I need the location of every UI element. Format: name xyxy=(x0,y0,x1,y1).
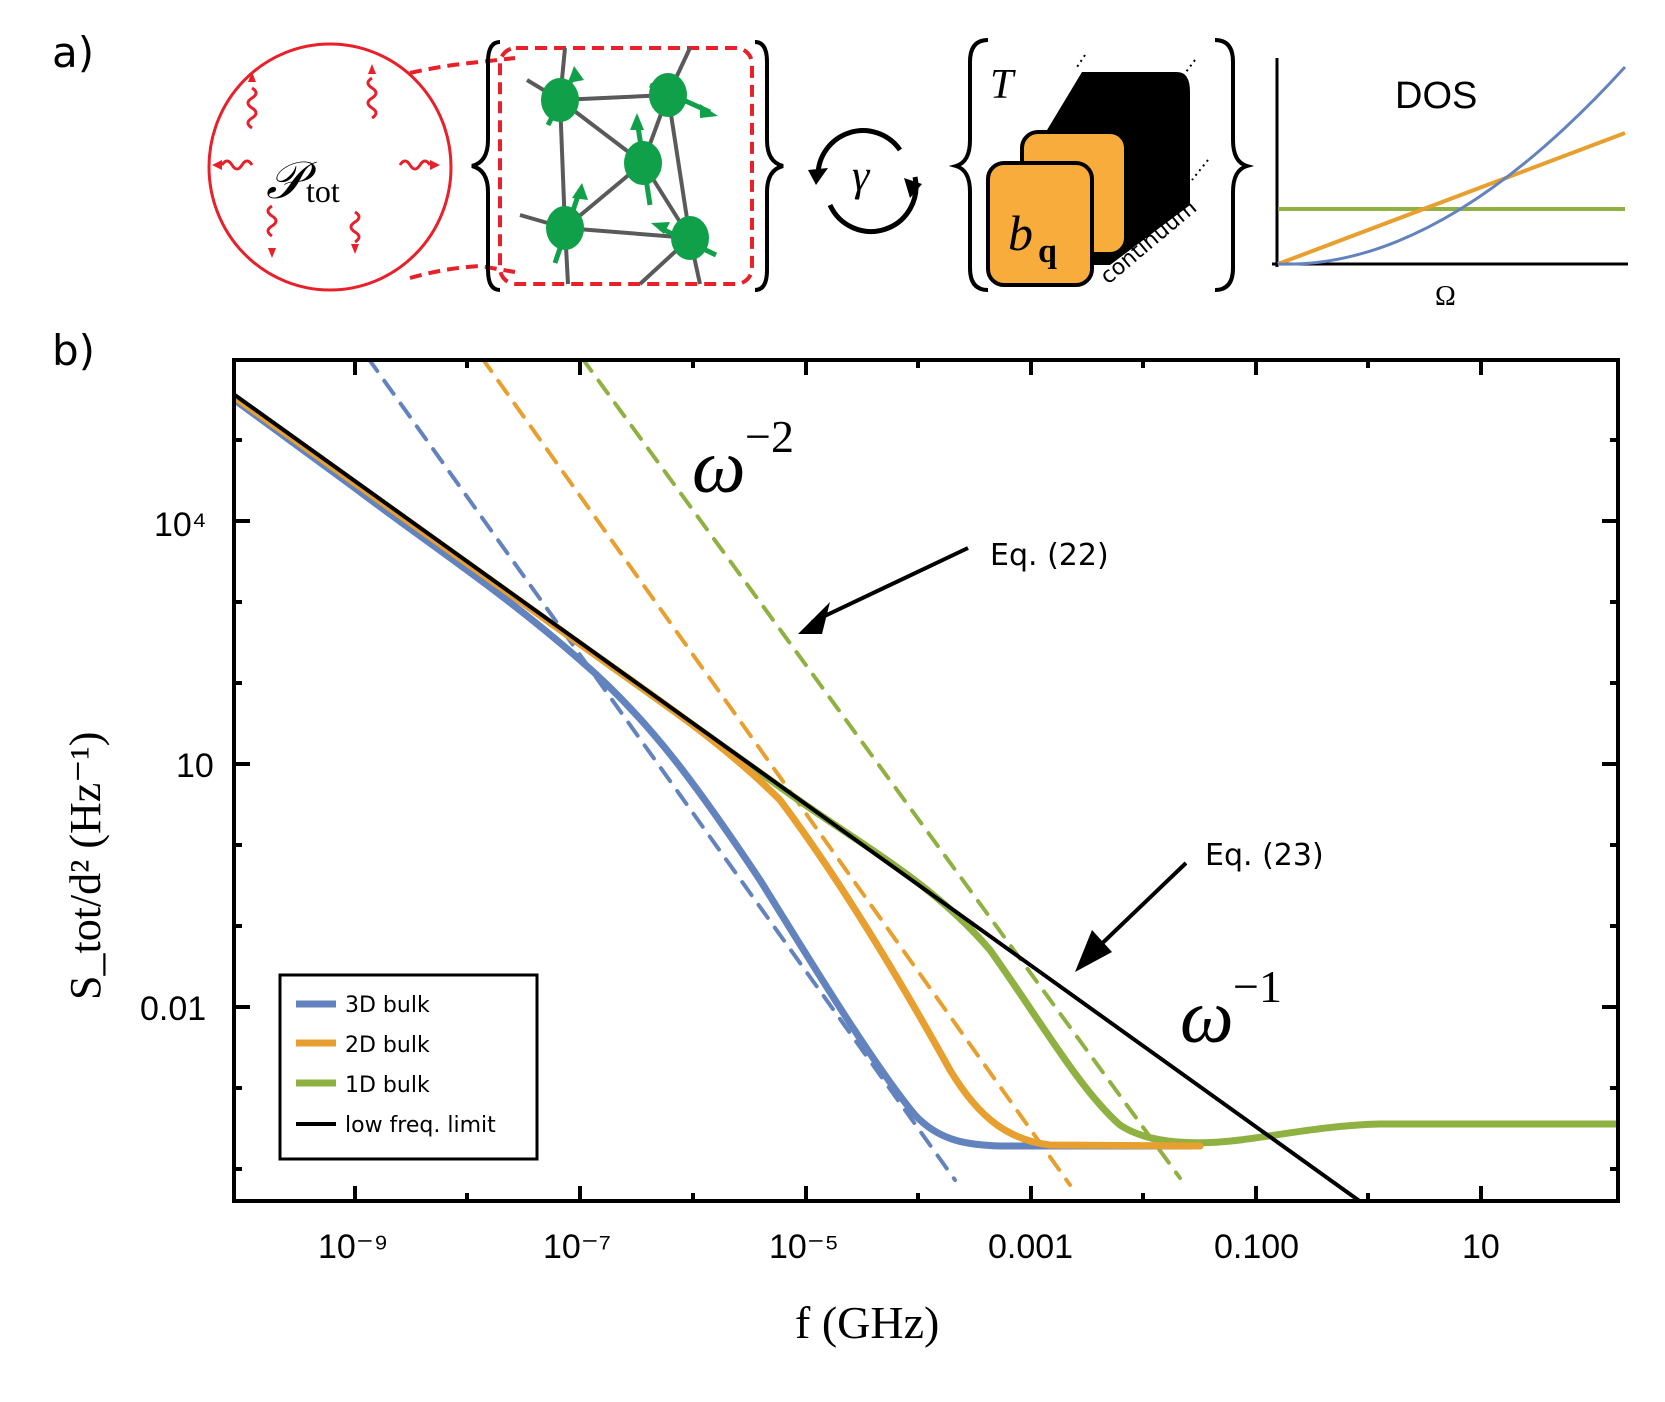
legend-item-low-freq-limit: low freq. limit xyxy=(345,1113,496,1138)
y-tick-label: 10 xyxy=(176,747,214,785)
x-ticks xyxy=(353,360,1483,1201)
dos-3d-curve xyxy=(1277,65,1627,266)
plot-frame xyxy=(232,358,1620,1203)
x-tick-label: 0.001 xyxy=(988,1228,1073,1266)
panel-a-label: a) xyxy=(52,28,95,77)
eq22-1d-dashed xyxy=(580,360,1182,1180)
legend-item-2d: 2D bulk xyxy=(345,1033,430,1058)
spin-lattice xyxy=(471,40,784,292)
dos-omega-label: Ω xyxy=(1435,281,1456,312)
bath-modes xyxy=(948,38,1255,292)
svg-text:−2: −2 xyxy=(745,411,794,462)
mode-b-symbol: b xyxy=(1008,205,1033,261)
dos-2d-curve xyxy=(1277,131,1626,266)
arrow-icon xyxy=(798,546,1188,972)
coupling-cycle-icon xyxy=(815,128,919,234)
x-axis-label: f (GHz) xyxy=(795,1297,939,1348)
mode-q-subscript: q xyxy=(1038,233,1057,270)
gamma-symbol: γ xyxy=(852,151,871,200)
x-tick-label: 10⁻⁹ xyxy=(318,1228,388,1266)
spin-icon xyxy=(541,66,718,264)
series-3d-bulk xyxy=(234,395,1204,1150)
y-tick-label: 0.01 xyxy=(140,990,206,1028)
svg-text:ω: ω xyxy=(1180,975,1234,1059)
svg-text:ω: ω xyxy=(692,425,746,509)
dos-title: DOS xyxy=(1395,75,1477,117)
series-low-freq-limit xyxy=(234,391,1363,1201)
y-axis-label: S_tot/d² (Hz⁻¹) xyxy=(61,732,110,1000)
system-circle xyxy=(207,42,516,292)
x-tick-label: 10⁻⁵ xyxy=(769,1228,839,1266)
eq23-label: Eq. (23) xyxy=(1205,838,1324,873)
omega-minus-2-annotation: ω −2 xyxy=(692,411,794,509)
legend: 3D bulk 2D bulk 1D bulk low freq. limit xyxy=(278,973,539,1161)
dos-inset xyxy=(1272,58,1628,267)
legend-item-1d: 1D bulk xyxy=(345,1073,430,1098)
y-ticks xyxy=(234,438,1618,1171)
x-tick-label: 0.100 xyxy=(1214,1228,1299,1266)
eq22-3d-dashed xyxy=(366,360,957,1182)
omega-minus-1-annotation: ω −1 xyxy=(1180,961,1282,1059)
svg-text:−1: −1 xyxy=(1233,961,1282,1012)
eq22-2d-dashed xyxy=(480,360,1072,1187)
x-tick-label: 10⁻⁷ xyxy=(543,1228,611,1266)
photon-icon xyxy=(220,76,432,244)
y-tick-label: 10⁴ xyxy=(154,506,206,544)
bath-temperature: T xyxy=(990,62,1016,108)
legend-item-3d: 3D bulk xyxy=(345,993,430,1018)
x-tick-label: 10 xyxy=(1462,1228,1500,1266)
panel-a-schematic: 𝒫 tot xyxy=(207,38,1628,312)
eq22-label: Eq. (22) xyxy=(990,538,1109,573)
p-tot-subscript: tot xyxy=(306,173,340,209)
panel-b-label: b) xyxy=(52,326,96,375)
